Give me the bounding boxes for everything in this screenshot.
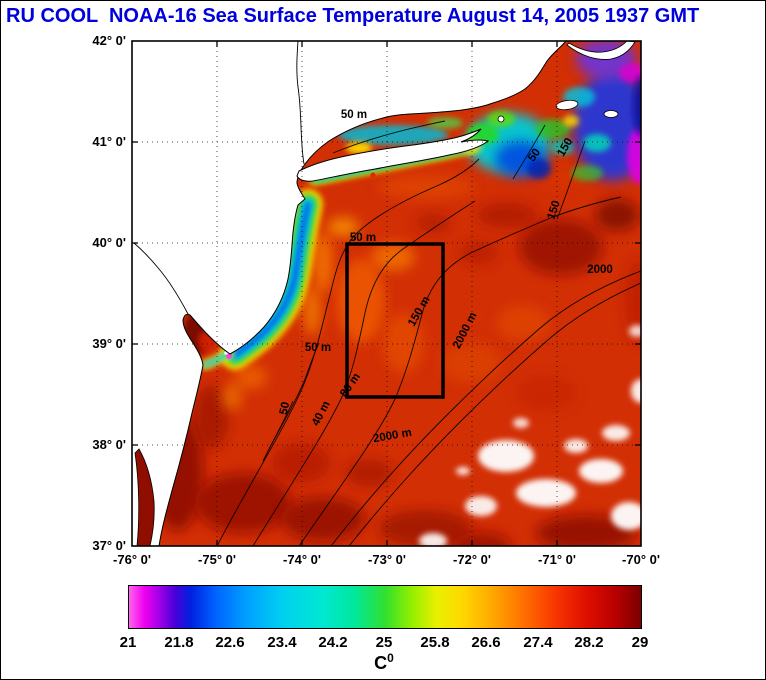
block-island	[497, 115, 505, 123]
figure-title: RU COOL NOAA-16 Sea Surface Temperature …	[6, 5, 700, 27]
cape-cod	[566, 41, 636, 60]
bathymetry-contours	[216, 120, 641, 546]
colorbar-tick-label: 26.6	[471, 634, 501, 651]
colorbar-tick-label: 29	[631, 634, 649, 651]
lat-tick-label: 38° 0'	[92, 437, 126, 452]
colorbar-tick-label: 22.6	[215, 634, 245, 651]
colorbar-tick-label: 25	[375, 634, 393, 651]
axis-ticks	[132, 41, 641, 546]
lat-tick-label: 41° 0'	[92, 134, 126, 149]
colorbar-tick-label: 21	[119, 634, 137, 651]
graticule	[132, 41, 641, 546]
lat-tick-label: 42° 0'	[92, 33, 126, 48]
colorbar-tick-label: 23.4	[267, 634, 297, 651]
mainland-coast	[132, 41, 567, 546]
colorbar-tick-label: 24.2	[318, 634, 348, 651]
lon-tick-label: -70° 0'	[622, 552, 660, 567]
chesapeake-bay	[134, 448, 155, 546]
lon-tick-label: -74° 0'	[283, 552, 321, 567]
map-frame	[131, 40, 642, 547]
long-island	[296, 128, 490, 182]
lon-tick-label: -75° 0'	[198, 552, 236, 567]
sst-map: 50 m 50 150 150 2000 50 m 50 m 50 40 m 8…	[131, 40, 642, 547]
coastal-upwelling-band	[200, 189, 323, 370]
nantucket	[603, 110, 619, 118]
cloud-mask	[419, 325, 641, 546]
lon-tick-label: -71° 0'	[538, 552, 576, 567]
land	[132, 41, 636, 546]
colorbar-tick-label: 21.8	[164, 634, 194, 651]
lat-tick-label: 40° 0'	[92, 235, 126, 250]
contour-label: 2000	[587, 264, 613, 276]
lon-tick-label: -72° 0'	[453, 552, 491, 567]
lat-tick-label: 37° 0'	[92, 538, 126, 553]
contour-label: 50 m	[341, 109, 367, 121]
contour-label: 50	[278, 401, 292, 416]
hudson-river	[296, 41, 305, 165]
unit-base: C	[374, 653, 388, 673]
colorbar	[128, 585, 642, 629]
contour-label: 50 m	[305, 342, 331, 354]
study-area-box	[345, 242, 445, 399]
marthas-vineyard	[555, 99, 579, 111]
contour-label: 50 m	[350, 232, 376, 244]
unit-superscript: 0	[387, 651, 394, 665]
contour-label: 150	[545, 199, 562, 221]
colorbar-tick-label: 27.4	[523, 634, 553, 651]
lat-tick-label: 39° 0'	[92, 336, 126, 351]
colorbar-tick-label: 25.8	[420, 634, 450, 651]
colorbar-unit-label: C0	[374, 651, 394, 674]
colorbar-tick-label: 28.2	[574, 634, 604, 651]
delaware-river	[133, 242, 189, 315]
lon-tick-label: -76° 0'	[113, 552, 151, 567]
lon-tick-label: -73° 0'	[368, 552, 406, 567]
